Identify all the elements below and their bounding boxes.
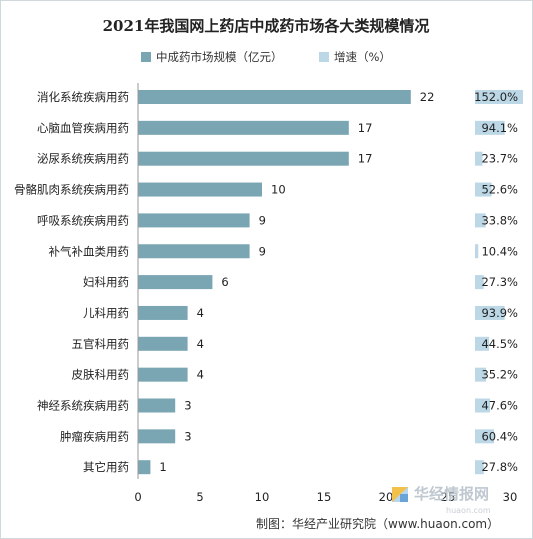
bar-growth: [475, 275, 484, 290]
bar-growth: [475, 120, 505, 135]
bar-growth: [475, 182, 492, 197]
bar-scale: [138, 460, 151, 475]
x-tick-label: 30: [503, 490, 518, 504]
category-label: 皮肤科用药: [72, 368, 130, 382]
legend-swatch-growth: [319, 52, 329, 62]
bar-scale: [138, 90, 411, 104]
bar-scale-value-label: 4: [197, 306, 204, 320]
bar-scale: [138, 120, 349, 135]
category-label: 妇科用药: [83, 275, 129, 289]
bar-scale-value-label: 10: [271, 183, 286, 197]
category-label: 补气补血类用药: [49, 244, 130, 258]
bar-scale-value-label: 6: [221, 275, 228, 289]
category-label: 泌尿系统疾病用药: [37, 152, 129, 166]
bar-scale: [138, 367, 188, 382]
x-tick-label: 20: [379, 490, 394, 504]
bar-growth-value-label: 52.6%: [481, 183, 518, 197]
bar-growth: [475, 151, 483, 166]
bar-scale-value-label: 17: [358, 121, 373, 135]
bar-growth: [475, 90, 523, 104]
category-label: 消化系统疾病用药: [37, 90, 129, 104]
bar-growth-value-label: 33.8%: [481, 213, 518, 227]
bar-scale: [138, 429, 176, 444]
chart-title: 2021年我国网上药店中成药市场各大类规模情况: [103, 17, 430, 35]
legend-label-scale: 中成药市场规模（亿元）: [156, 50, 283, 64]
category-label: 骨骼肌肉系统疾病用药: [14, 183, 129, 197]
category-label: 其它用药: [83, 460, 129, 474]
bar-scale: [138, 275, 213, 290]
watermark-url: huaon.com: [446, 506, 491, 515]
bar-growth-value-label: 35.2%: [481, 368, 518, 382]
bar-growth-value-label: 23.7%: [481, 152, 518, 166]
x-tick-label: 10: [255, 490, 270, 504]
bar-scale: [138, 213, 250, 228]
bar-scale: [138, 398, 176, 413]
bar-scale-value-label: 9: [259, 244, 266, 258]
source-note: 制图：华经产业研究院（www.huaon.com）: [256, 516, 499, 531]
bar-growth: [475, 460, 484, 475]
bar-growth-value-label: 27.3%: [481, 275, 518, 289]
bar-scale-value-label: 4: [197, 337, 204, 351]
category-label: 五官科用药: [72, 337, 130, 351]
category-label: 心脑血管疾病用药: [37, 121, 129, 135]
bar-scale: [138, 244, 250, 259]
legend: 中成药市场规模（亿元） 增速（%）: [141, 50, 391, 64]
bar-scale: [138, 151, 349, 166]
bar-scale-value-label: 9: [259, 213, 266, 227]
watermark-logo: [392, 487, 408, 502]
category-label: 神经系统疾病用药: [37, 399, 129, 413]
x-tick-label: 0: [134, 490, 141, 504]
bar-growth: [475, 305, 505, 320]
bar-growth: [475, 244, 479, 259]
watermark: 华经情报网 huaon.com: [392, 485, 491, 515]
bar-growth: [475, 336, 490, 351]
x-tick-label: 15: [317, 490, 332, 504]
bar-growth-value-label: 27.8%: [481, 460, 518, 474]
legend-label-growth: 增速（%）: [334, 50, 391, 64]
bar-scale-value-label: 3: [184, 429, 191, 443]
bar-growth-value-label: 152.0%: [474, 90, 518, 104]
legend-swatch-scale: [141, 52, 151, 62]
bar-growth: [475, 429, 495, 444]
bar-growth-value-label: 93.9%: [481, 306, 518, 320]
chart-marks: 消化系统疾病用药 22 152.0% 心脑血管疾病用药 17 94.1% 泌尿系统疾病用药 1…: [14, 83, 523, 504]
bar-scale-value-label: 4: [197, 368, 204, 382]
bar-scale-value-label: 17: [358, 152, 373, 166]
bar-scale-value-label: 1: [159, 460, 166, 474]
bar-growth: [475, 213, 486, 228]
bar-scale: [138, 336, 188, 351]
bar-growth-value-label: 47.6%: [481, 399, 518, 413]
bar-scale-value-label: 3: [184, 399, 191, 413]
bar-growth-value-label: 44.5%: [481, 337, 518, 351]
bar-growth-value-label: 10.4%: [481, 244, 518, 258]
watermark-text: 华经情报网: [414, 485, 489, 503]
bar-growth-value-label: 94.1%: [481, 121, 518, 135]
bar-growth-value-label: 60.4%: [481, 429, 518, 443]
bar-scale: [138, 182, 262, 197]
bar-growth: [475, 398, 491, 413]
bar-growth: [475, 367, 487, 382]
category-label: 儿科用药: [83, 306, 129, 320]
x-tick-label: 5: [196, 490, 203, 504]
category-label: 肿瘤疾病用药: [60, 429, 129, 443]
x-tick-label: 25: [441, 490, 456, 504]
bar-scale-value-label: 22: [420, 90, 435, 104]
bar-scale: [138, 305, 188, 320]
category-label: 呼吸系统疾病用药: [37, 213, 129, 227]
